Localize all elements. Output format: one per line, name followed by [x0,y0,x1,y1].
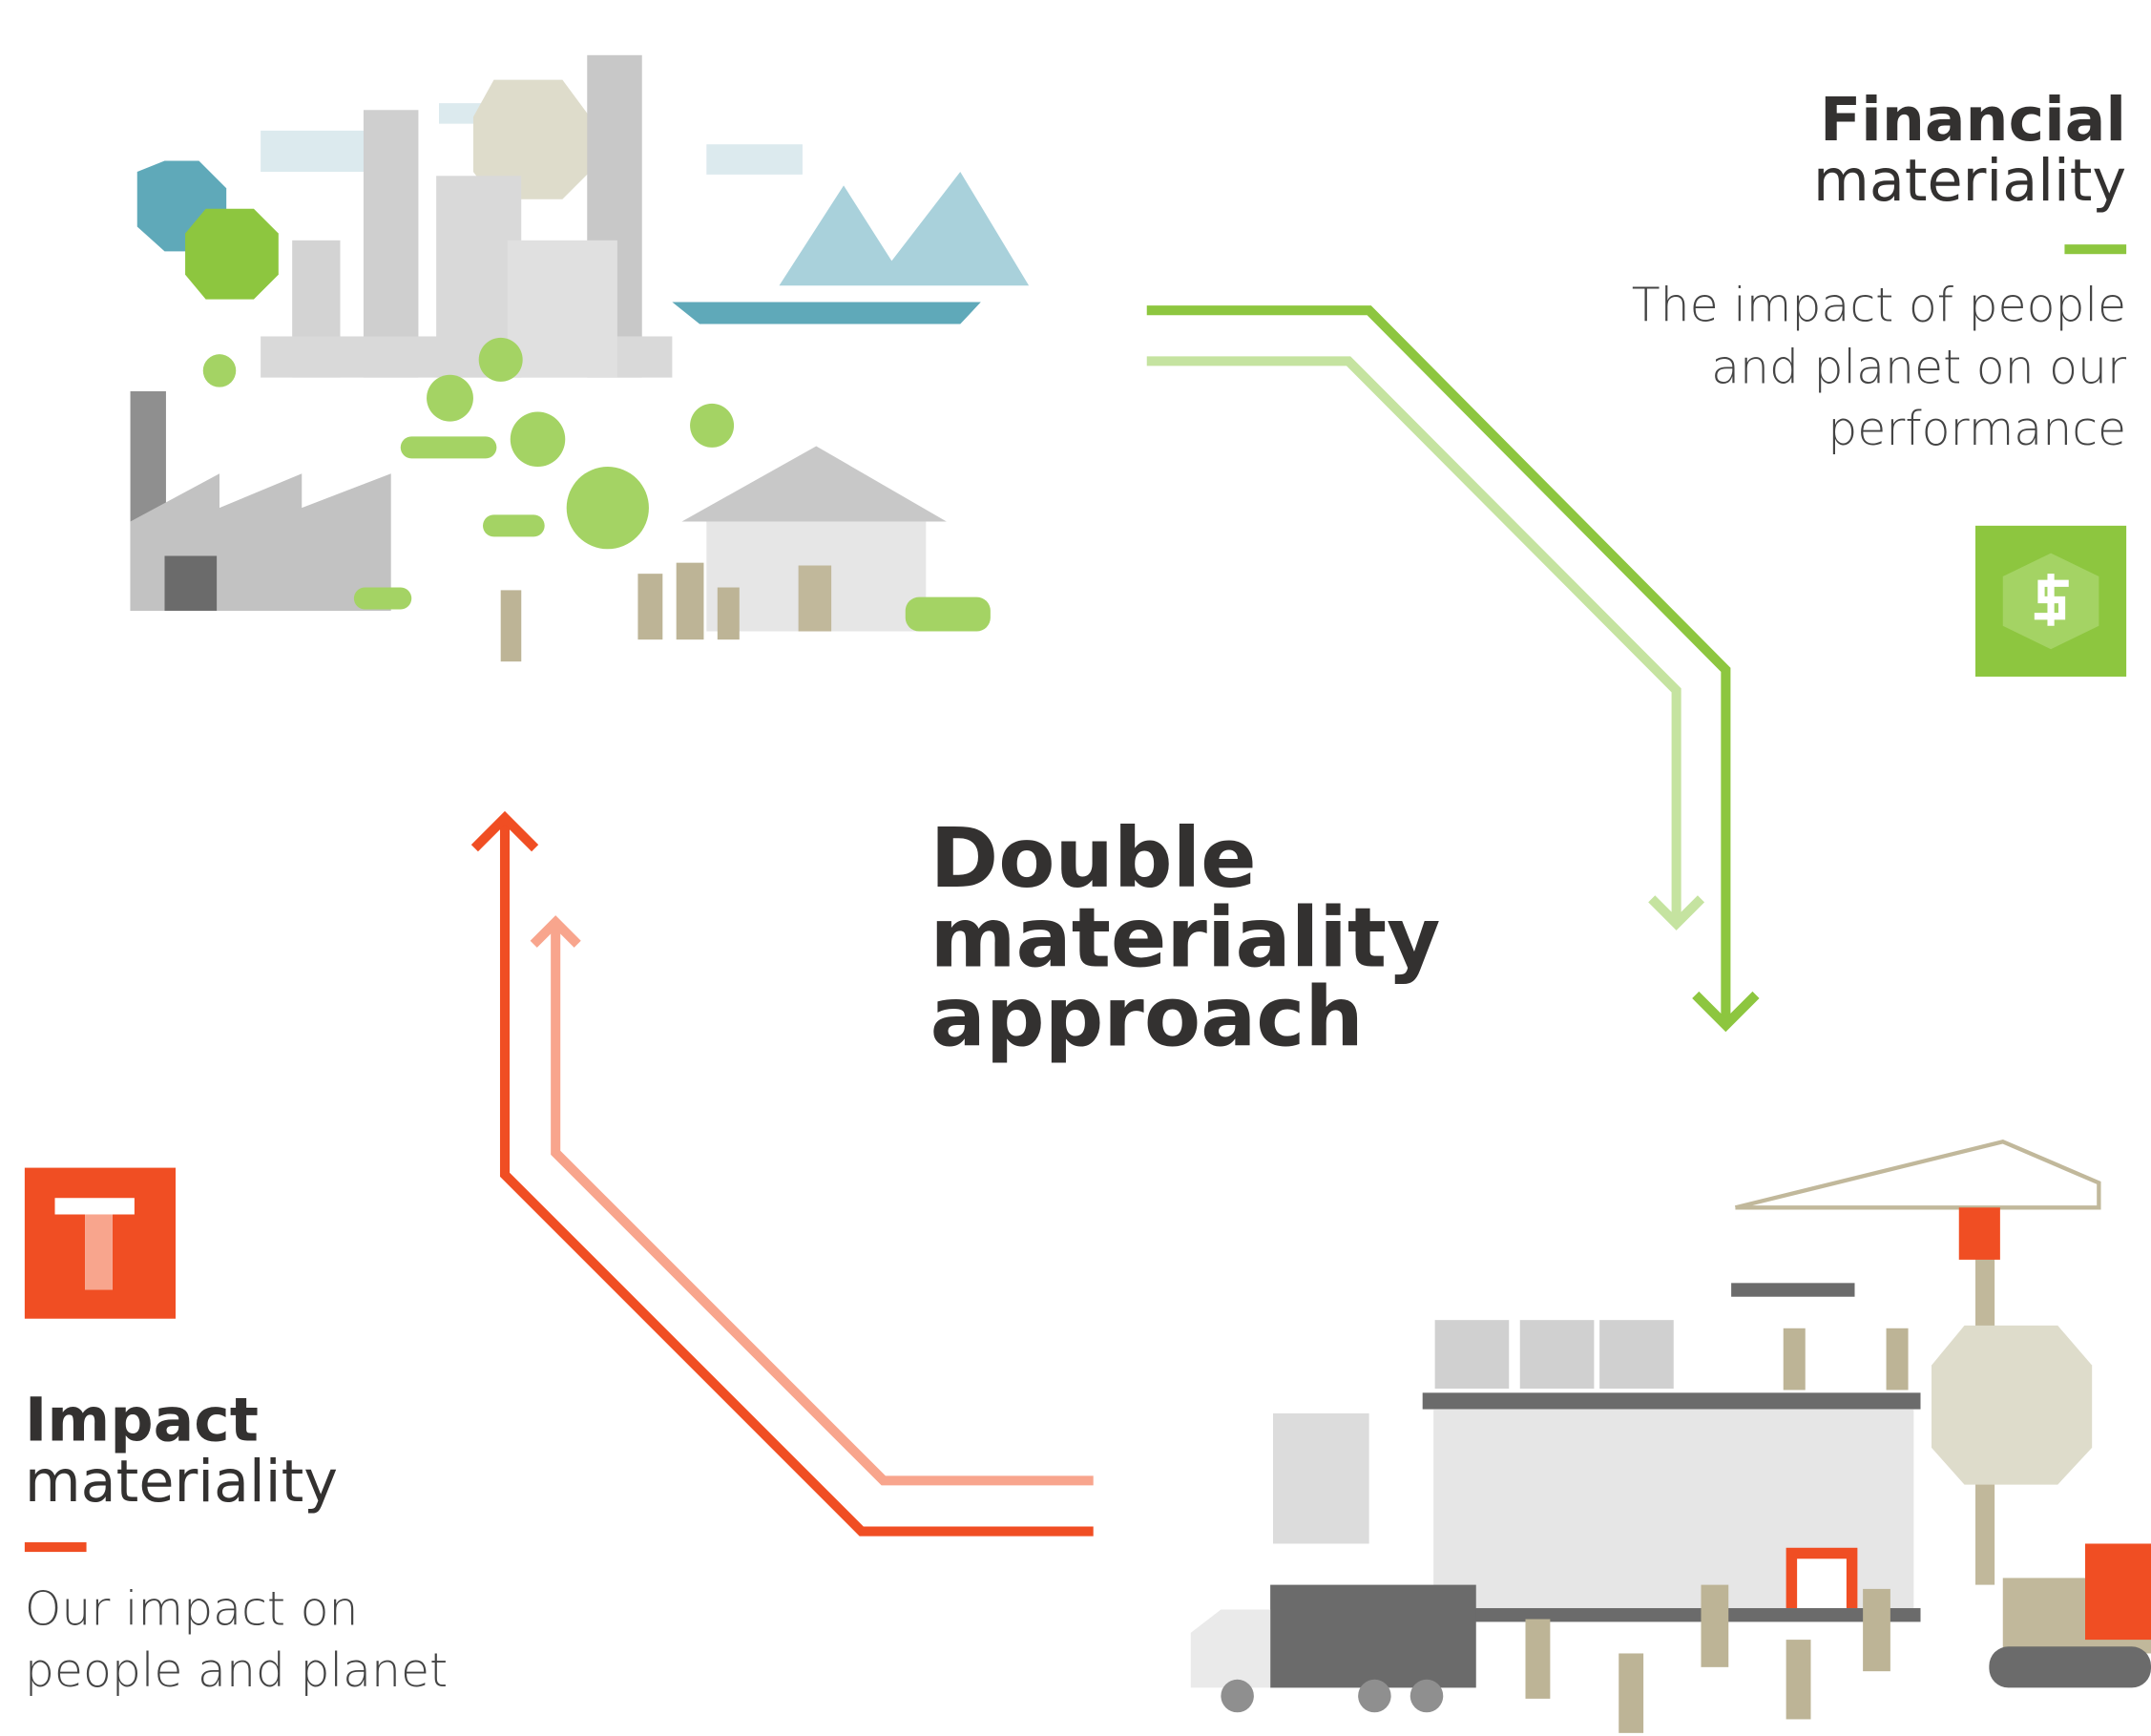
title-line: approach [930,971,1364,1066]
industry-illustration [1190,1140,2151,1733]
hammer-handle [85,1214,113,1290]
financial-description: The impact of people and planet on our per… [1632,279,2127,456]
arrows [470,305,1760,1537]
impact-description: Our impact on people and planet [25,1581,448,1698]
impact-title-bold: Impact [25,1385,259,1455]
impact-title: materiality [25,1449,338,1516]
impact-bar [24,1542,87,1553]
financial-title-bold: Financial [1820,84,2126,155]
description-line: The impact of people [1632,279,2126,333]
dollar-sign [2034,574,2069,626]
description-line: and planet on our [1711,340,2127,394]
description-line: Our impact on [25,1581,359,1636]
financial-bar [2064,244,2127,255]
description-line: people and planet [25,1643,448,1698]
title-line: materiality [930,890,1441,986]
city-illustration [130,54,1030,662]
title-line: Double [930,811,1257,907]
description-line: performance [1827,402,2126,456]
financial-title: materiality [1813,148,2126,215]
